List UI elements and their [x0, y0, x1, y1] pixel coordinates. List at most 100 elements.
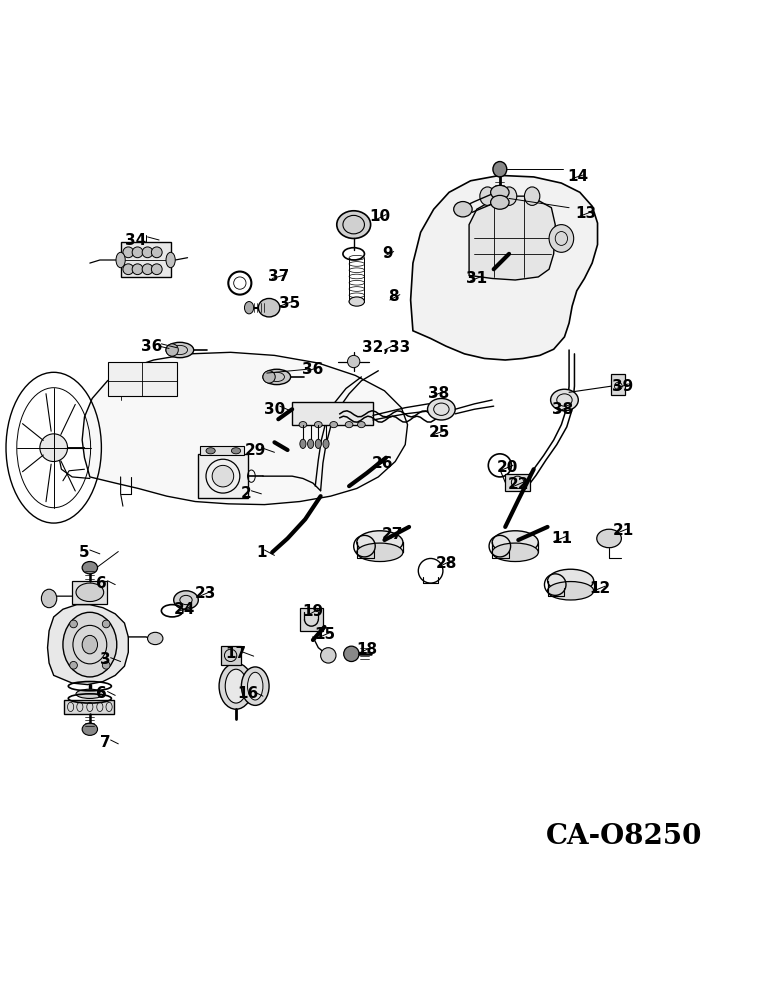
Text: 35: 35 [279, 296, 300, 311]
Ellipse shape [349, 297, 364, 306]
Ellipse shape [493, 162, 506, 177]
Ellipse shape [550, 389, 578, 411]
Ellipse shape [42, 589, 57, 608]
Bar [611, 374, 625, 395]
Ellipse shape [259, 298, 279, 317]
Text: 17: 17 [225, 646, 246, 661]
Ellipse shape [82, 635, 97, 654]
Ellipse shape [347, 355, 360, 368]
Ellipse shape [315, 439, 321, 448]
Text: 24: 24 [174, 602, 195, 617]
Ellipse shape [357, 531, 403, 554]
Ellipse shape [82, 723, 97, 735]
Bar [505, 474, 530, 491]
Ellipse shape [142, 264, 153, 275]
Bar [222, 646, 241, 665]
Ellipse shape [330, 422, 337, 428]
Ellipse shape [307, 439, 313, 448]
Text: 6: 6 [96, 576, 107, 591]
Ellipse shape [263, 371, 276, 383]
Text: 7: 7 [100, 735, 110, 750]
Ellipse shape [547, 582, 594, 600]
Ellipse shape [132, 247, 143, 258]
Bar [300, 608, 323, 631]
Text: 16: 16 [237, 686, 258, 701]
Ellipse shape [40, 434, 67, 462]
Text: 28: 28 [435, 556, 457, 571]
Ellipse shape [248, 672, 263, 700]
Text: 30: 30 [264, 402, 285, 417]
Ellipse shape [428, 398, 455, 420]
Ellipse shape [212, 465, 234, 487]
Ellipse shape [123, 247, 134, 258]
Ellipse shape [166, 342, 194, 358]
Text: 8: 8 [388, 289, 399, 304]
Ellipse shape [524, 187, 540, 205]
Ellipse shape [166, 344, 178, 356]
Ellipse shape [314, 422, 322, 428]
Bar [292, 402, 373, 425]
Ellipse shape [123, 264, 134, 275]
Ellipse shape [242, 667, 269, 705]
Polygon shape [469, 196, 555, 280]
Ellipse shape [493, 543, 538, 562]
Text: 15: 15 [314, 627, 335, 642]
Polygon shape [82, 352, 408, 505]
Ellipse shape [225, 669, 247, 703]
Ellipse shape [337, 211, 371, 238]
Ellipse shape [320, 648, 336, 663]
Ellipse shape [263, 369, 290, 385]
Ellipse shape [206, 448, 215, 454]
Text: 18: 18 [356, 642, 378, 657]
Bar [198, 454, 248, 498]
Ellipse shape [501, 187, 516, 205]
Ellipse shape [299, 422, 306, 428]
Text: 22: 22 [507, 477, 529, 492]
Ellipse shape [63, 612, 117, 677]
Polygon shape [411, 175, 598, 360]
Text: 38: 38 [428, 386, 449, 401]
Ellipse shape [147, 632, 163, 645]
Ellipse shape [69, 620, 77, 628]
Text: 1: 1 [256, 545, 266, 560]
Ellipse shape [174, 591, 198, 609]
Text: 36: 36 [302, 362, 323, 377]
Text: 14: 14 [567, 169, 589, 184]
Ellipse shape [547, 569, 594, 592]
Ellipse shape [103, 620, 110, 628]
Text: 32,33: 32,33 [362, 340, 410, 355]
Ellipse shape [480, 187, 495, 205]
Text: 12: 12 [589, 581, 611, 596]
Bar [107, 362, 177, 396]
Ellipse shape [151, 247, 162, 258]
Text: 25: 25 [429, 425, 451, 440]
Ellipse shape [454, 202, 472, 217]
Ellipse shape [132, 264, 143, 275]
Text: 11: 11 [551, 531, 572, 546]
Bar [120, 242, 171, 277]
Ellipse shape [142, 247, 153, 258]
Text: 6: 6 [96, 686, 107, 701]
Text: 29: 29 [245, 443, 266, 458]
Ellipse shape [76, 583, 103, 602]
Text: 20: 20 [497, 460, 518, 475]
Text: 10: 10 [369, 209, 391, 224]
Text: 37: 37 [268, 269, 289, 284]
Text: 39: 39 [612, 379, 634, 394]
Ellipse shape [82, 562, 97, 574]
Text: 27: 27 [381, 527, 403, 542]
Bar [65, 700, 114, 714]
Ellipse shape [345, 422, 353, 428]
Ellipse shape [491, 195, 509, 209]
Ellipse shape [357, 543, 403, 562]
Ellipse shape [76, 689, 103, 698]
Ellipse shape [491, 185, 509, 199]
Ellipse shape [219, 663, 253, 709]
Ellipse shape [357, 422, 365, 428]
Text: 31: 31 [466, 271, 487, 286]
Ellipse shape [166, 252, 175, 268]
Ellipse shape [344, 646, 359, 662]
Text: 34: 34 [125, 233, 147, 248]
Polygon shape [48, 605, 128, 685]
Text: 23: 23 [195, 586, 216, 601]
